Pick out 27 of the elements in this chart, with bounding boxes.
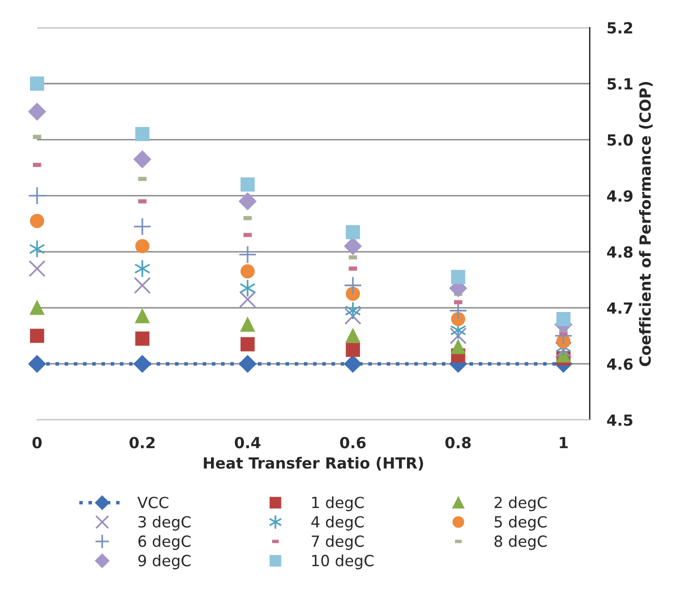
x-axis-title: Heat Transfer Ratio (HTR) xyxy=(204,456,424,471)
y-tick-label: 4.7 xyxy=(607,302,632,314)
x-tick-label: 0.6 xyxy=(340,436,366,448)
y-tick-label: 5.1 xyxy=(608,78,632,90)
legend-label: 5 degC xyxy=(494,516,547,531)
legend-label: 6 degC xyxy=(138,535,191,550)
x-tick-label: 0.2 xyxy=(130,436,155,448)
y-tick-label: 5.0 xyxy=(608,134,633,146)
legend-label: 2 degC xyxy=(494,496,547,512)
y-tick-label: 4.8 xyxy=(607,246,633,258)
legend-label: 7 degC xyxy=(312,535,364,550)
y-tick-label: 4.9 xyxy=(607,190,633,202)
legend-label: 9 degC xyxy=(138,554,191,570)
y-axis-title: Coefficient of Performance (COP) xyxy=(639,82,653,366)
x-tick-label: 0.8 xyxy=(445,436,471,448)
x-tick-label: 0.4 xyxy=(234,436,260,448)
y-tick-label: 5.2 xyxy=(608,22,632,34)
legend-label: 4 degC xyxy=(311,516,364,531)
legend-label: 1 degC xyxy=(312,496,364,512)
x-tick-label: 0 xyxy=(32,436,42,448)
legend-label: 3 degC xyxy=(138,516,191,531)
y-tick-label: 4.5 xyxy=(607,414,632,426)
y-tick-label: 4.6 xyxy=(607,358,633,370)
legend-label: 8 degC xyxy=(494,535,547,550)
x-tick-label: 1 xyxy=(560,437,568,448)
legend-label: VCC xyxy=(137,496,168,508)
legend-label: 10 degC xyxy=(312,554,374,570)
